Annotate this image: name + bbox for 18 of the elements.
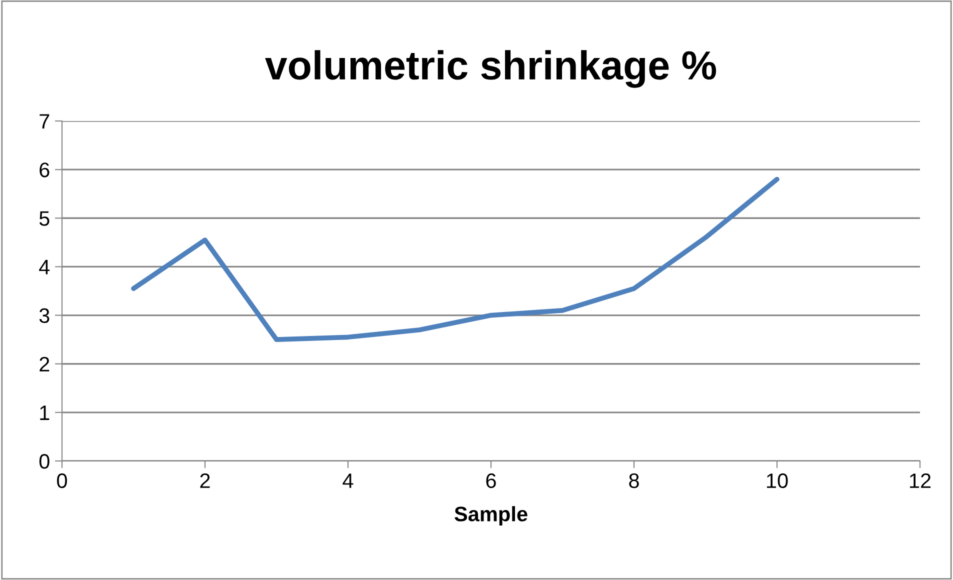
x-tick-label: 12 xyxy=(910,473,931,488)
y-tick-label: 0 xyxy=(39,454,50,469)
x-tick-label: 10 xyxy=(767,473,788,488)
chart-title: volumetric shrinkage % xyxy=(265,50,716,88)
y-tick-label: 7 xyxy=(40,114,50,129)
x-tick-label: 8 xyxy=(629,473,639,488)
y-tick-label: 5 xyxy=(39,211,50,226)
line-series xyxy=(131,176,780,342)
x-tick-label: 0 xyxy=(57,473,67,488)
x-tick-label: 2 xyxy=(200,473,210,488)
y-tick-label: 6 xyxy=(40,162,50,178)
y-tick-label: 3 xyxy=(39,308,50,324)
y-tick-label: 2 xyxy=(40,356,50,372)
y-tick-label: 4 xyxy=(39,260,50,274)
x-tick-label: 6 xyxy=(486,473,496,488)
x-tick-label: 4 xyxy=(342,474,354,488)
y-tick-label: 1 xyxy=(40,406,50,420)
x-axis-title: Sample xyxy=(454,506,528,526)
